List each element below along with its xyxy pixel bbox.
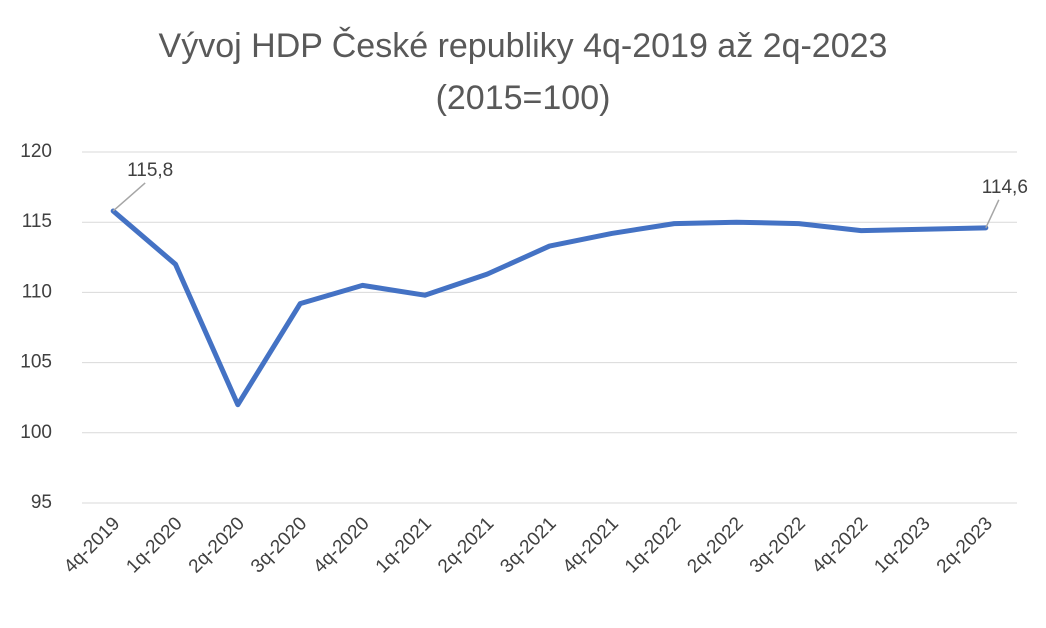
y-tick-label: 110 — [22, 281, 52, 302]
x-tick-label: 1q-2022 — [621, 513, 685, 577]
x-tick-label: 2q-2022 — [683, 513, 747, 577]
x-tick-label: 1q-2021 — [372, 513, 436, 577]
x-tick-label: 1q-2023 — [870, 513, 934, 577]
y-tick-label: 95 — [31, 492, 52, 513]
x-tick-label: 2q-2021 — [434, 513, 498, 577]
x-tick-label: 2q-2023 — [933, 513, 997, 577]
x-tick-label: 1q-2020 — [122, 513, 186, 577]
leader-line — [985, 199, 1000, 229]
y-tick-label: 115 — [22, 211, 52, 232]
x-tick-label: 3q-2020 — [247, 513, 311, 577]
data-label: 114,6 — [982, 177, 1028, 198]
data-label: 115,8 — [127, 160, 173, 181]
x-tick-label: 2q-2020 — [185, 513, 249, 577]
chart-title: Vývoj HDP České republiky 4q-2019 až 2q-… — [159, 27, 888, 65]
x-tick-label: 4q-2019 — [60, 513, 124, 577]
chart-subtitle: (2015=100) — [436, 79, 611, 117]
x-tick-label: 4q-2020 — [309, 513, 373, 577]
y-tick-label: 120 — [20, 141, 52, 162]
x-tick-label: 3q-2021 — [496, 513, 560, 577]
x-tick-label: 4q-2022 — [808, 513, 872, 577]
y-tick-label: 105 — [20, 352, 52, 373]
y-tick-label: 100 — [20, 422, 52, 443]
leader-line — [112, 182, 146, 212]
data-line — [110, 208, 989, 408]
x-tick-label: 3q-2022 — [746, 513, 810, 577]
x-tick-label: 4q-2021 — [559, 513, 623, 577]
